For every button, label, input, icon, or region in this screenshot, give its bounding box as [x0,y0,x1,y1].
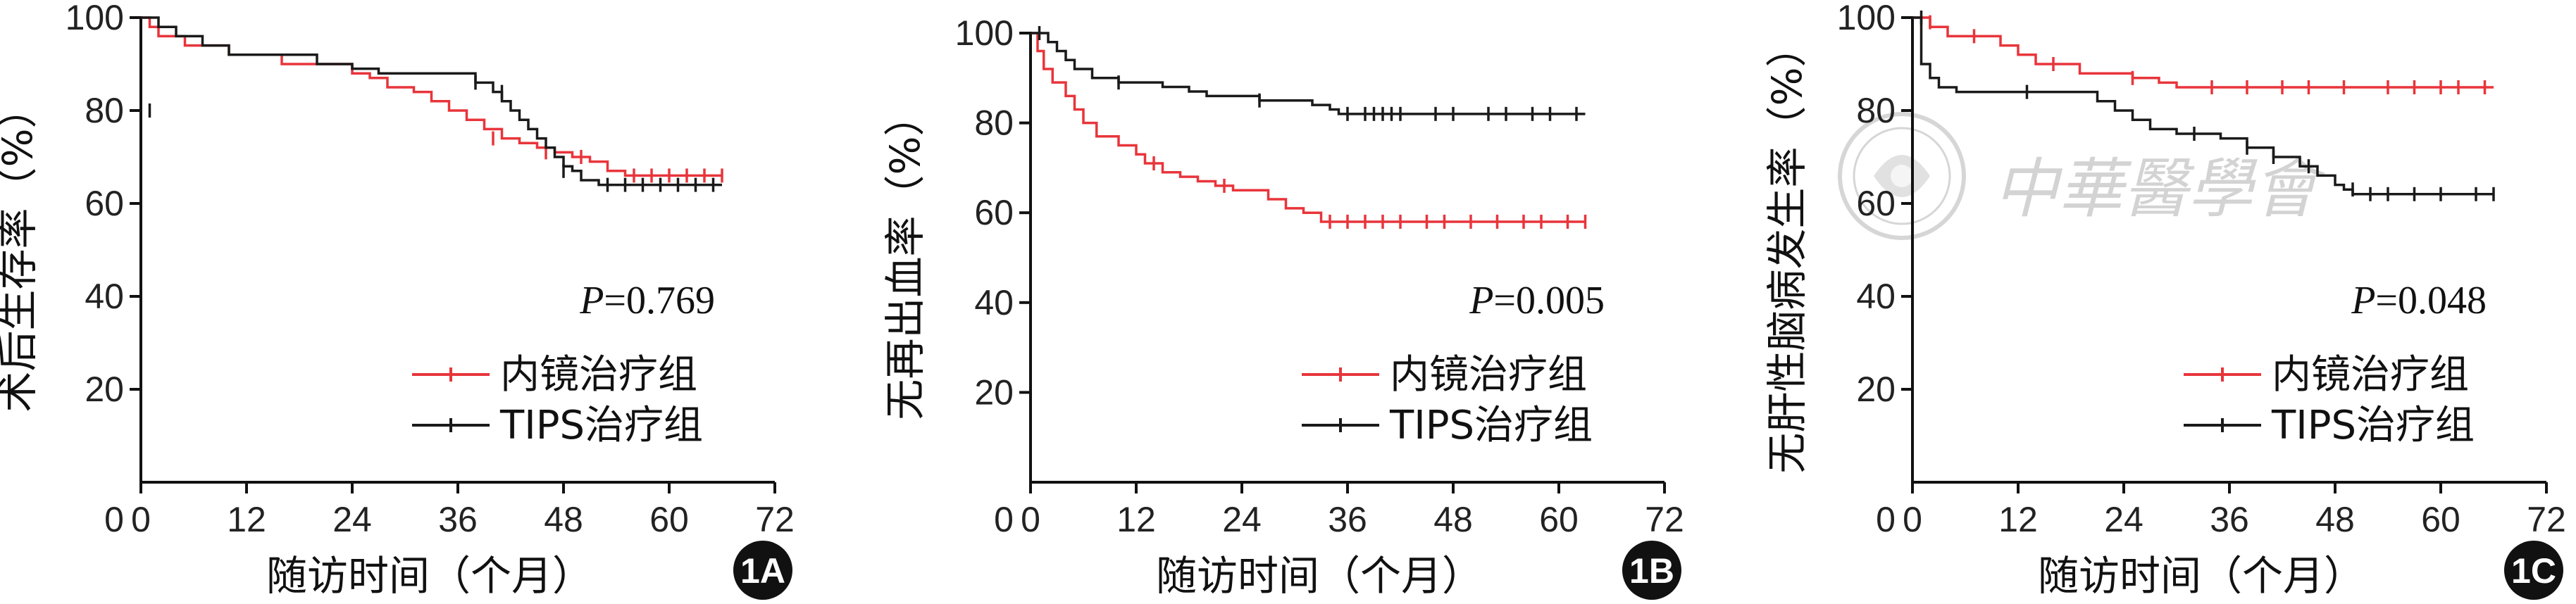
x-tick-label: 0 [1021,500,1040,539]
p-value: P=0.048 [2351,279,2487,322]
x-tick-label: 24 [2104,500,2143,539]
x-axis-title: 随访时间（个月） [2038,552,2365,600]
y-tick-label: 40 [974,283,1014,322]
legend-label: TIPS治疗组 [1389,403,1593,448]
legend-item-endoscopic: 内镜治疗组 [412,352,697,398]
watermark: 中華醫學會 [1838,112,2326,240]
x-tick-label: 48 [544,500,583,539]
y-tick-label: 40 [85,277,124,316]
x-tick-label: 72 [755,500,795,539]
x-tick-label: 0 [131,500,151,539]
km-curve-endoscopic [1031,32,1586,223]
x-tick-label: 36 [2210,500,2249,539]
y-tick-label: 100 [955,13,1014,53]
x-tick-label: 48 [1433,500,1473,539]
y-tick-label: 40 [1856,277,1896,316]
y-tick-label: 80 [1856,91,1896,130]
panel-1C: 0 12 24 36 48 60 72 20 40 60 80 100 0 无肝性脑病发生率（%） 随访时间… [1763,0,2566,600]
legend-item-endoscopic: 内镜治疗组 [1302,352,1587,398]
panel-badge-label: 1C [2511,551,2556,591]
x-tick-label: 48 [2315,500,2355,539]
panel-badge-label: 1B [1629,551,1674,591]
y-tick-label: 60 [85,184,124,223]
legend-item-tips: TIPS治疗组 [2184,403,2475,448]
y-tick-label: 20 [1856,370,1896,409]
x-tick-label: 72 [1645,500,1684,539]
y-tick-label: 100 [1837,0,1896,37]
legend-label: TIPS治疗组 [499,403,703,448]
x-axis-title: 随访时间（个月） [266,552,593,600]
origin-label: 0 [994,500,1014,539]
km-curve-tips [1031,32,1586,115]
origin-label: 0 [104,500,124,539]
x-tick-label: 36 [1328,500,1367,539]
panel-badge: 1A [733,541,792,600]
legend-item-tips: TIPS治疗组 [1302,403,1593,448]
x-axis-title: 随访时间（个月） [1156,552,1483,600]
x-tick-label: 60 [649,500,689,539]
panel-badge: 1C [2504,541,2563,600]
legend-label: 内镜治疗组 [1390,352,1587,398]
y-tick-label: 80 [974,103,1014,143]
km-curve-endoscopic [141,16,722,177]
x-tick-label: 24 [1222,500,1262,539]
y-axis-title: 术后生存率（%） [0,87,42,412]
watermark-seal [1838,112,1966,240]
legend-item-endoscopic: 内镜治疗组 [2184,352,2469,398]
legend-label: 内镜治疗组 [500,352,697,398]
y-tick-label: 80 [85,91,124,130]
legend-label: 内镜治疗组 [2272,352,2469,398]
panel-badge: 1B [1622,541,1681,600]
x-tick-label: 12 [1116,500,1156,539]
x-tick-label: 60 [2421,500,2460,539]
y-tick-label: 60 [974,193,1014,232]
watermark-script: 中華醫學會 [1993,151,2326,227]
y-axis-title: 无再出血率（%） [881,95,929,420]
x-tick-label: 60 [1539,500,1579,539]
legend-label: TIPS治疗组 [2271,403,2475,448]
y-axis-title: 无肝性脑病发生率（%） [1763,26,1811,473]
km-curve-endoscopic [1912,16,2494,89]
p-value: P=0.769 [579,279,715,322]
panel-1A: 0 12 24 36 48 60 72 20 40 60 80 100 0 术后生存率（%） 随访时间（个月… [0,0,795,600]
y-tick-label: 60 [1856,184,1896,223]
p-value: P=0.005 [1469,279,1605,322]
x-tick-label: 72 [2527,500,2566,539]
x-tick-label: 0 [1903,500,1922,539]
x-tick-label: 24 [332,500,372,539]
origin-label: 0 [1876,500,1896,539]
panel-1B: 0 12 24 36 48 60 72 20 40 60 80 100 0 无再出血率（%） 随访时间（个月… [881,13,1684,600]
panel-badge-label: 1A [740,551,785,591]
y-tick-label: 20 [85,370,124,409]
y-tick-label: 20 [974,372,1014,412]
km-curve-tips [1912,16,2494,196]
x-tick-label: 12 [227,500,266,539]
y-tick-label: 100 [66,0,124,37]
legend-item-tips: TIPS治疗组 [412,403,703,448]
x-tick-label: 36 [438,500,478,539]
x-tick-label: 12 [1998,500,2038,539]
